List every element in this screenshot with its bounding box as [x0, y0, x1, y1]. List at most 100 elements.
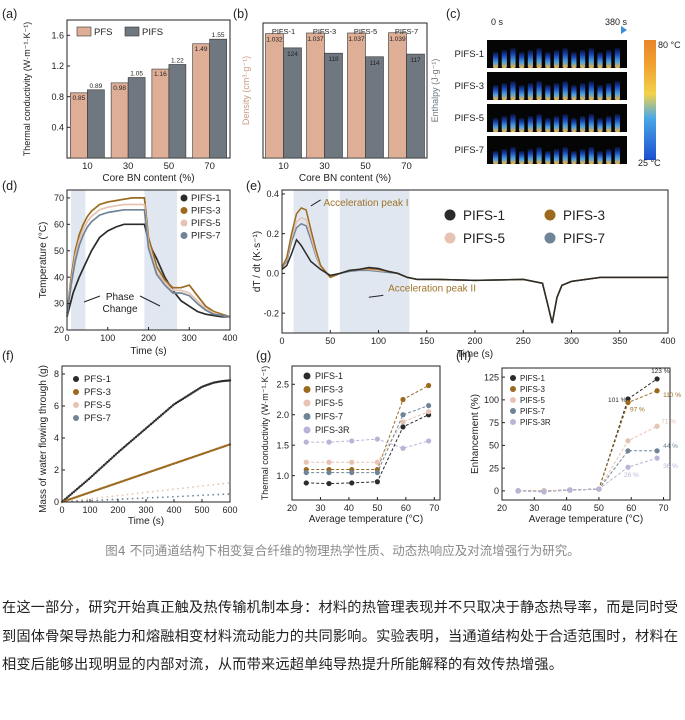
heatmap-fiber: [597, 118, 603, 132]
panel-h-xtick-label: 60: [626, 503, 636, 513]
panel-g-xtick-label: 20: [287, 503, 297, 513]
heatmap-fiber: [501, 50, 507, 68]
heatmap-fiber: [597, 85, 603, 100]
panel-d-xtick-label: 100: [100, 333, 115, 343]
point-pfs-1: [106, 460, 109, 464]
y-axis-label: Temperature (°C): [38, 222, 49, 299]
bar-label: 1.55: [212, 32, 225, 39]
point-pfs-1: [84, 480, 87, 484]
heatmap-fiber: [580, 149, 586, 164]
bar-enthalpy: [365, 56, 384, 159]
panel-d-ytick-label: 20: [54, 325, 64, 335]
legend-marker-pfs-1: [73, 376, 79, 382]
legend-marker-pifs-5: [303, 399, 311, 407]
row-label: PIFS-7: [454, 145, 484, 156]
point-pfs-1: [171, 404, 175, 407]
point-pfs-1: [65, 496, 69, 499]
point-pifs-3r: [515, 488, 521, 494]
point-pfs-1: [97, 468, 101, 472]
bar-label: 117: [410, 57, 421, 64]
legend-marker-pifs-3: [303, 386, 311, 393]
point-pfs-1: [131, 438, 134, 442]
point-pfs-1: [129, 440, 133, 443]
point-pfs-5: [91, 497, 94, 500]
point-pfs-5: [197, 485, 199, 488]
legend-marker-pifs-3: [180, 207, 188, 214]
data-label: 123 %: [651, 368, 670, 375]
heatmap-fiber: [606, 83, 612, 100]
panel-g-xtick-label: 70: [429, 503, 439, 513]
line-pifs-1: [281, 238, 668, 324]
point-pfs-1: [107, 459, 111, 462]
point-pfs-1: [139, 431, 143, 434]
legend-marker-pifs-5: [510, 397, 516, 403]
point-pfs-1: [96, 470, 99, 473]
panel-a-ytick-label: 0.4: [51, 122, 64, 132]
panel-h-xtick-label: 50: [594, 503, 604, 513]
panel-e-ytick-label: -0.2: [263, 308, 279, 318]
point-pfs-5: [161, 489, 164, 492]
point-pifs-1: [654, 376, 660, 382]
data-label: 71 %: [661, 418, 676, 425]
panel-e-xtick-label: 400: [660, 336, 675, 346]
point-pifs-3r: [654, 455, 660, 461]
bar-enthalpy: [324, 52, 343, 159]
legend-label: PIFS-3: [520, 385, 545, 394]
panel-e-xtick-label: 50: [325, 336, 335, 346]
heatmap-fiber: [493, 151, 499, 164]
heatmap-fiber: [580, 116, 586, 132]
legend-label: PIFS-5: [520, 396, 545, 405]
legend-marker-pfs-7: [73, 415, 79, 421]
point-pfs-1: [122, 445, 126, 449]
legend-marker-pifs-1: [444, 209, 456, 221]
heatmap-fiber: [545, 85, 551, 100]
heatmap-fiber: [571, 52, 577, 68]
heatmap-fiber: [536, 147, 542, 164]
point-pfs-5: [141, 491, 144, 494]
heatmap-fiber: [527, 50, 533, 68]
heatmap-fiber: [597, 52, 603, 68]
point-pfs-7: [192, 494, 194, 497]
legend-label: PFS-1: [84, 374, 111, 385]
annotation-peak-1: Acceleration peak I: [323, 198, 408, 209]
panel-d-xtick-label: 200: [141, 333, 156, 343]
panel-g-xtick-label: 50: [372, 503, 382, 513]
point-pifs-3: [426, 382, 432, 389]
panel-e-xtick-label: 200: [467, 336, 482, 346]
panel-h-ytick-label: 0: [494, 486, 499, 496]
point-pfs-1: [128, 441, 131, 444]
point-pifs-1: [303, 480, 309, 486]
heatmap-fiber: [562, 48, 568, 68]
x-axis-label: Core BN content (%): [102, 173, 194, 184]
colorbar-max-label: 80 °C: [658, 40, 681, 50]
point-pfs-1: [166, 408, 170, 411]
category-label: 50: [360, 161, 371, 172]
point-pifs-3: [654, 388, 660, 394]
panel-g-frame: [291, 365, 441, 501]
point-pfs-1: [148, 424, 151, 427]
point-pfs-5: [106, 495, 109, 498]
data-label: 101 %: [608, 397, 627, 404]
panel-f-xtick-label: 300: [138, 505, 153, 515]
panel-h-xtick-label: 30: [529, 503, 539, 513]
panel-f-xtick-label: 0: [59, 505, 64, 515]
heatmap-fiber: [545, 151, 551, 164]
heatmap-fiber: [562, 81, 568, 100]
point-pfs-1: [116, 451, 119, 455]
legend-marker-pifs-7: [180, 232, 188, 239]
bar-density: [265, 33, 284, 159]
point-pfs-5: [136, 492, 139, 495]
point-pfs-1: [133, 437, 136, 440]
point-pfs-1: [111, 456, 114, 459]
heatmap-fiber: [527, 149, 533, 164]
point-pfs-7: [106, 498, 109, 501]
point-pifs-7: [426, 402, 432, 409]
point-pifs-7: [303, 469, 309, 476]
legend-label: PIFS: [142, 27, 163, 38]
panel-f-xtick-label: 600: [222, 505, 237, 515]
legend-label: PFS-7: [84, 413, 111, 424]
point-pfs-5: [222, 482, 225, 485]
bar-label: 1.039: [389, 36, 406, 43]
legend-marker-pifs-3: [510, 386, 516, 392]
panel-e-ytick-label: 0.2: [266, 229, 279, 239]
